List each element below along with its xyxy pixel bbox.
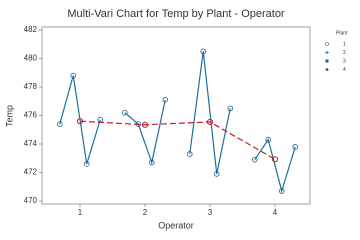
y-axis-label: Temp	[4, 105, 14, 127]
plant-point	[186, 151, 193, 157]
x-tick-label: 4	[273, 208, 278, 217]
y-tick-label: 472	[24, 168, 38, 177]
legend-marker	[325, 59, 329, 63]
legend-label: 3	[343, 58, 346, 64]
plant-point	[265, 136, 272, 143]
legend-label: 2	[343, 50, 346, 56]
y-tick-label: 480	[24, 54, 38, 63]
plant-point	[83, 161, 90, 167]
plant-point	[292, 144, 299, 150]
legend-label: 4	[343, 67, 346, 73]
y-tick-label: 474	[24, 139, 38, 148]
legend-label: 1	[343, 41, 346, 47]
chart-title: Multi-Vari Chart for Temp by Plant - Ope…	[67, 8, 285, 20]
x-tick-label: 2	[143, 208, 148, 217]
mean-point	[76, 118, 84, 125]
plant-point	[213, 171, 220, 177]
legend-marker	[325, 67, 329, 72]
plant-line	[254, 138, 296, 194]
plant-line	[59, 75, 101, 165]
plant-point	[148, 159, 155, 166]
mean-point	[271, 156, 279, 163]
legend-marker	[325, 50, 329, 55]
plant-point	[56, 121, 63, 127]
mean-point	[206, 118, 214, 126]
plant-point	[162, 97, 169, 103]
legend-marker	[325, 42, 329, 46]
legend-title: Plant	[336, 30, 348, 36]
x-tick-label: 1	[78, 208, 83, 217]
plant-line	[189, 51, 231, 175]
plant-point	[121, 109, 128, 116]
y-tick-label: 482	[24, 25, 38, 34]
plant-point	[70, 72, 77, 79]
y-tick-label: 476	[24, 111, 38, 120]
x-tick-label: 3	[208, 208, 213, 217]
y-tick-label: 478	[24, 82, 38, 91]
plant-point	[251, 156, 258, 163]
y-tick-label: 470	[24, 196, 38, 205]
x-axis-label: Operator	[158, 220, 194, 230]
plant-point	[227, 105, 234, 112]
mean-line	[79, 120, 276, 160]
plant-point	[278, 188, 285, 194]
plant-line	[124, 99, 166, 165]
mean-point	[141, 121, 149, 128]
plant-point	[200, 48, 207, 55]
